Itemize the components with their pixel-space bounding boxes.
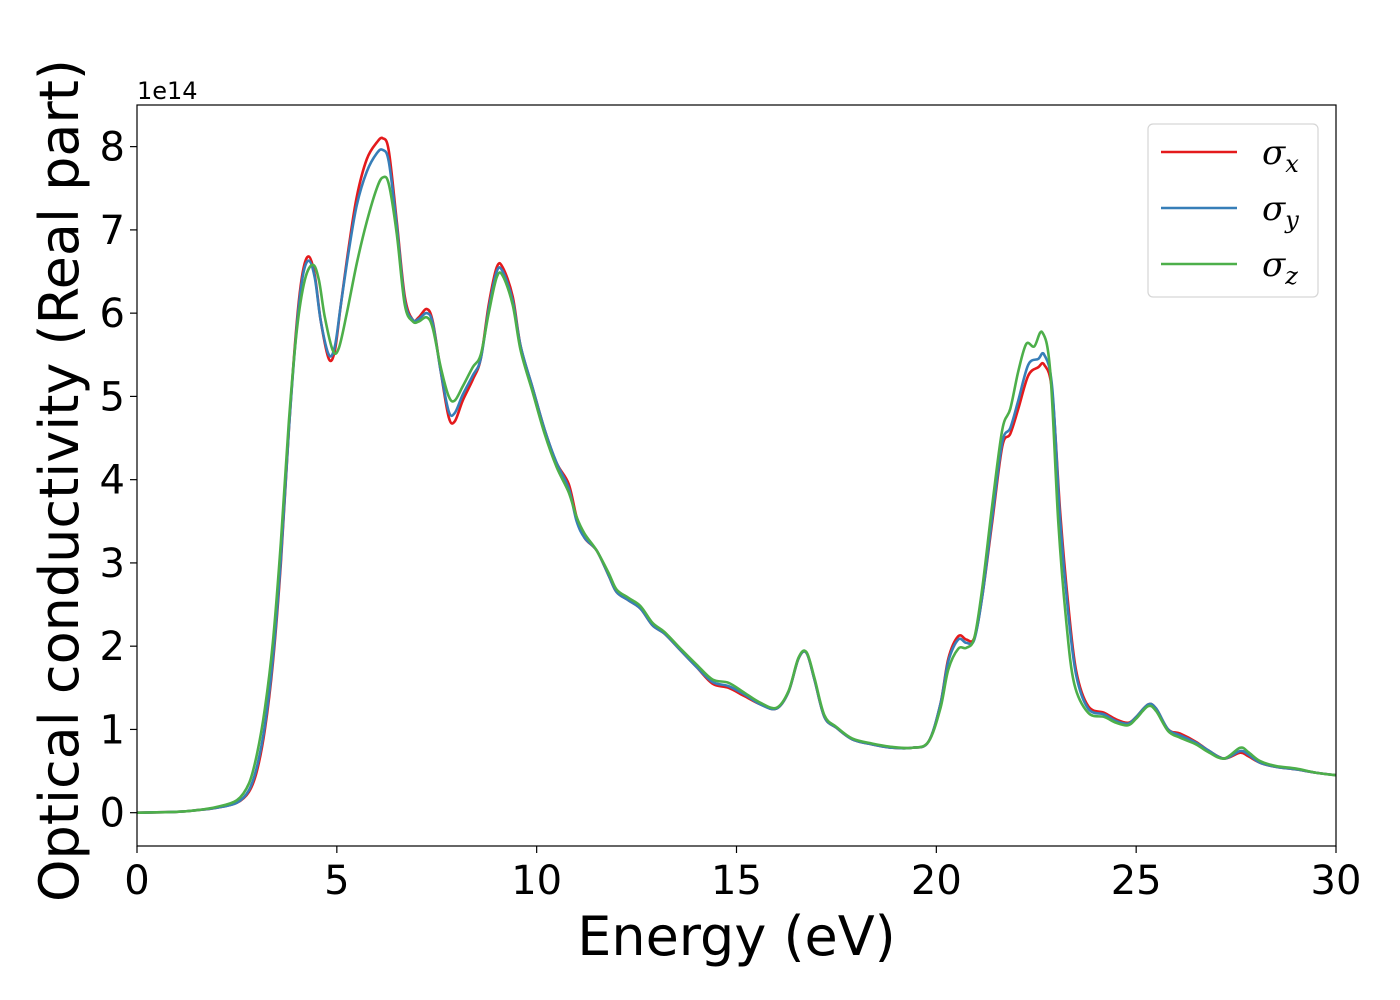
series-line-sigma-z (136, 175, 1337, 814)
legend-sigma-symbol: σ (1262, 245, 1286, 285)
legend-subscript: x (1285, 150, 1299, 178)
legend-label-sigma-y: σy (1262, 189, 1299, 234)
series-line-sigma-y (136, 148, 1337, 814)
x-tick-label: 25 (1111, 858, 1162, 904)
legend-label-sigma-x: σx (1262, 133, 1299, 178)
series-layer (136, 136, 1337, 814)
legend-sigma-symbol: σ (1262, 189, 1286, 229)
legend-subscript: y (1284, 206, 1299, 234)
y-tick-label: 5 (100, 374, 125, 420)
x-axis-ticks: 0 5 10 15 20 25 30 (124, 846, 1361, 904)
y-tick-label: 6 (100, 291, 125, 337)
x-tick-label: 10 (511, 858, 562, 904)
x-tick-label: 20 (911, 858, 962, 904)
legend-subscript: z (1284, 262, 1298, 290)
y-axis-label: Optical conductivity (Real part) (28, 59, 91, 902)
y-axis-ticks: 0 1 2 3 4 5 6 7 8 (100, 125, 137, 837)
x-tick-label: 5 (324, 858, 349, 904)
y-tick-label: 4 (100, 458, 125, 504)
legend-box (1147, 123, 1319, 298)
legend-label-sigma-z: σz (1262, 245, 1298, 290)
x-axis-label: Energy (eV) (577, 905, 896, 968)
y-tick-label: 2 (100, 624, 125, 670)
legend-sigma-symbol: σ (1262, 133, 1286, 173)
x-tick-label: 30 (1311, 858, 1362, 904)
x-tick-label: 0 (124, 858, 149, 904)
y-axis-offset-text: 1e14 (137, 77, 198, 105)
y-tick-label: 3 (100, 541, 125, 587)
y-tick-label: 1 (100, 707, 125, 753)
y-tick-label: 7 (100, 208, 125, 254)
x-tick-label: 15 (711, 858, 762, 904)
y-tick-label: 8 (100, 125, 125, 171)
y-tick-label: 0 (100, 791, 125, 837)
